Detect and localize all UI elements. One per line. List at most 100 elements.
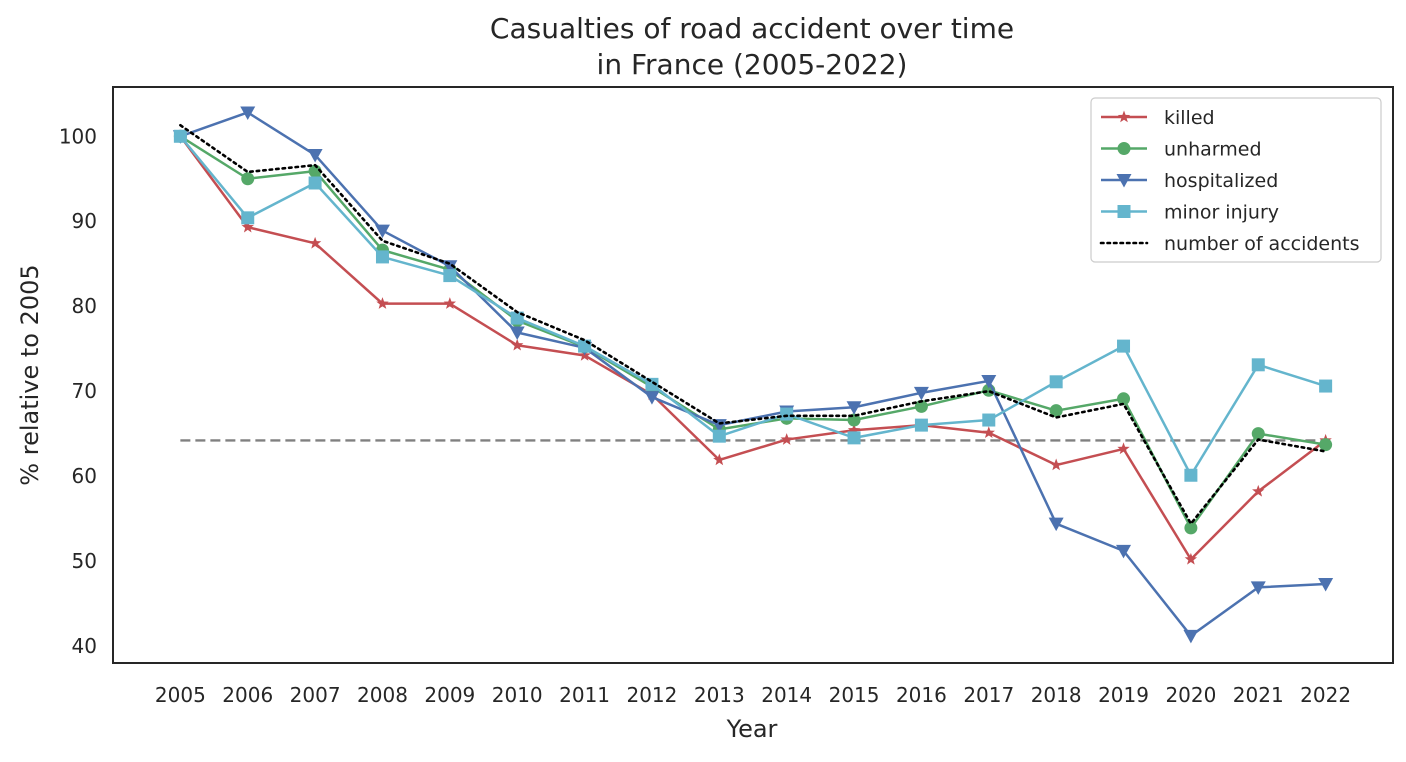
data-point-minor-injury bbox=[375, 250, 389, 264]
series-minor-injury bbox=[173, 129, 1333, 482]
data-point-hospitalized bbox=[913, 386, 929, 401]
data-point-hospitalized bbox=[846, 401, 862, 415]
data-point-killed bbox=[713, 453, 726, 466]
ticks-layer: 2005 2006 2007 2008 2009 2010 2011 2012 2013 2014… bbox=[59, 124, 1351, 707]
data-point-hospitalized bbox=[1318, 577, 1334, 592]
data-point-minor-injury bbox=[1251, 358, 1265, 372]
y-tick-label: 100 bbox=[59, 124, 97, 148]
y-tick-label: 90 bbox=[72, 209, 97, 233]
data-point-minor-injury bbox=[1184, 468, 1198, 482]
data-point-unharmed bbox=[1319, 438, 1333, 452]
data-point-killed bbox=[443, 297, 457, 309]
legend-box bbox=[1090, 97, 1382, 263]
data-point-killed bbox=[847, 423, 861, 436]
data-point-unharmed bbox=[1251, 427, 1265, 441]
legend-label: number of accidents bbox=[1164, 233, 1360, 255]
data-point-minor-injury bbox=[1319, 379, 1333, 393]
legend-label: unharmed bbox=[1164, 139, 1262, 161]
data-point-unharmed bbox=[1184, 521, 1198, 535]
data-point-killed bbox=[1117, 442, 1130, 455]
data-point-minor-injury bbox=[1049, 375, 1063, 389]
series-layer bbox=[172, 106, 1334, 644]
data-point-minor-injury bbox=[712, 429, 726, 443]
data-point-killed bbox=[511, 338, 524, 351]
legend-label: killed bbox=[1164, 107, 1215, 129]
y-tick-label: 70 bbox=[72, 379, 97, 403]
data-point-minor-injury bbox=[308, 176, 322, 190]
data-point-hospitalized bbox=[644, 391, 660, 405]
legend-item-unharmed: unharmed bbox=[1101, 139, 1262, 161]
data-point-minor-injury bbox=[982, 413, 996, 427]
chart-title-line-2: in France (2005-2022) bbox=[597, 48, 908, 81]
data-point-hospitalized bbox=[981, 374, 997, 389]
data-point-minor-injury bbox=[443, 269, 457, 283]
x-tick-label: 2008 bbox=[357, 683, 408, 707]
x-tick-label: 2016 bbox=[896, 683, 947, 707]
data-point-killed bbox=[780, 433, 793, 445]
series-line-number-of-accidents bbox=[179, 123, 1327, 525]
legend-swatch-marker bbox=[1117, 110, 1131, 123]
x-tick-label: 2018 bbox=[1031, 683, 1082, 707]
data-point-hospitalized bbox=[1048, 517, 1064, 532]
data-point-unharmed bbox=[914, 399, 928, 413]
y-axis-label: % relative to 2005 bbox=[16, 264, 44, 485]
x-tick-label: 2005 bbox=[155, 683, 206, 707]
plot-frame bbox=[112, 86, 1394, 664]
y-tick-label: 50 bbox=[72, 549, 97, 573]
data-point-hospitalized bbox=[307, 148, 323, 163]
x-tick-label: 2017 bbox=[963, 683, 1014, 707]
x-tick-label: 2007 bbox=[290, 683, 341, 707]
series-line-minor-injury bbox=[179, 135, 1327, 477]
x-tick-label: 2011 bbox=[559, 683, 610, 707]
series-line-killed bbox=[179, 135, 1327, 561]
x-tick-label: 2020 bbox=[1165, 683, 1216, 707]
legend-item-killed: killed bbox=[1101, 107, 1215, 129]
x-tick-label: 2010 bbox=[492, 683, 543, 707]
data-point-hospitalized bbox=[509, 326, 525, 341]
data-point-unharmed bbox=[1117, 392, 1131, 406]
legend: killed unharmed hospitalized minor injury nu… bbox=[1090, 97, 1382, 263]
data-point-minor-injury bbox=[847, 431, 861, 445]
x-tick-label: 2013 bbox=[694, 683, 745, 707]
data-point-minor-injury bbox=[780, 407, 794, 421]
legend-item-number-of-accidents: number of accidents bbox=[1099, 233, 1360, 255]
data-point-killed bbox=[1184, 552, 1198, 565]
legend-item-hospitalized: hospitalized bbox=[1101, 170, 1278, 192]
x-axis-label: Year bbox=[726, 715, 778, 743]
x-tick-label: 2014 bbox=[761, 683, 812, 707]
data-point-minor-injury bbox=[241, 211, 255, 225]
data-point-killed bbox=[982, 426, 995, 439]
legend-item-minor-injury: minor injury bbox=[1101, 202, 1279, 224]
data-point-hospitalized bbox=[1250, 581, 1266, 595]
legend-swatch-marker bbox=[1117, 205, 1131, 218]
x-tick-label: 2006 bbox=[222, 683, 273, 707]
chart-title-line-1: Casualties of road accident over time bbox=[490, 12, 1014, 45]
data-point-killed bbox=[308, 236, 322, 249]
data-point-minor-injury bbox=[173, 129, 187, 143]
data-point-minor-injury bbox=[1117, 339, 1131, 353]
legend-swatch-marker bbox=[1116, 174, 1132, 188]
x-tick-label: 2019 bbox=[1098, 683, 1149, 707]
data-point-killed bbox=[376, 297, 389, 309]
legend-label: minor injury bbox=[1164, 202, 1279, 224]
y-tick-label: 40 bbox=[72, 634, 97, 658]
data-point-unharmed bbox=[1049, 404, 1063, 418]
legend-swatch-marker bbox=[1117, 142, 1131, 155]
x-tick-label: 2022 bbox=[1300, 683, 1351, 707]
data-point-hospitalized bbox=[240, 106, 256, 120]
y-tick-label: 80 bbox=[72, 294, 97, 318]
data-point-minor-injury bbox=[914, 418, 928, 432]
data-point-killed bbox=[1049, 458, 1063, 471]
data-point-hospitalized bbox=[1183, 629, 1199, 644]
data-point-killed bbox=[241, 220, 254, 233]
x-tick-label: 2015 bbox=[829, 683, 880, 707]
data-point-killed bbox=[1252, 484, 1265, 497]
data-point-unharmed bbox=[308, 164, 322, 178]
x-tick-label: 2021 bbox=[1233, 683, 1284, 707]
series-number-of-accidents bbox=[179, 123, 1327, 525]
data-point-unharmed bbox=[241, 172, 255, 186]
x-tick-label: 2012 bbox=[626, 683, 677, 707]
data-point-hospitalized bbox=[1116, 544, 1132, 559]
